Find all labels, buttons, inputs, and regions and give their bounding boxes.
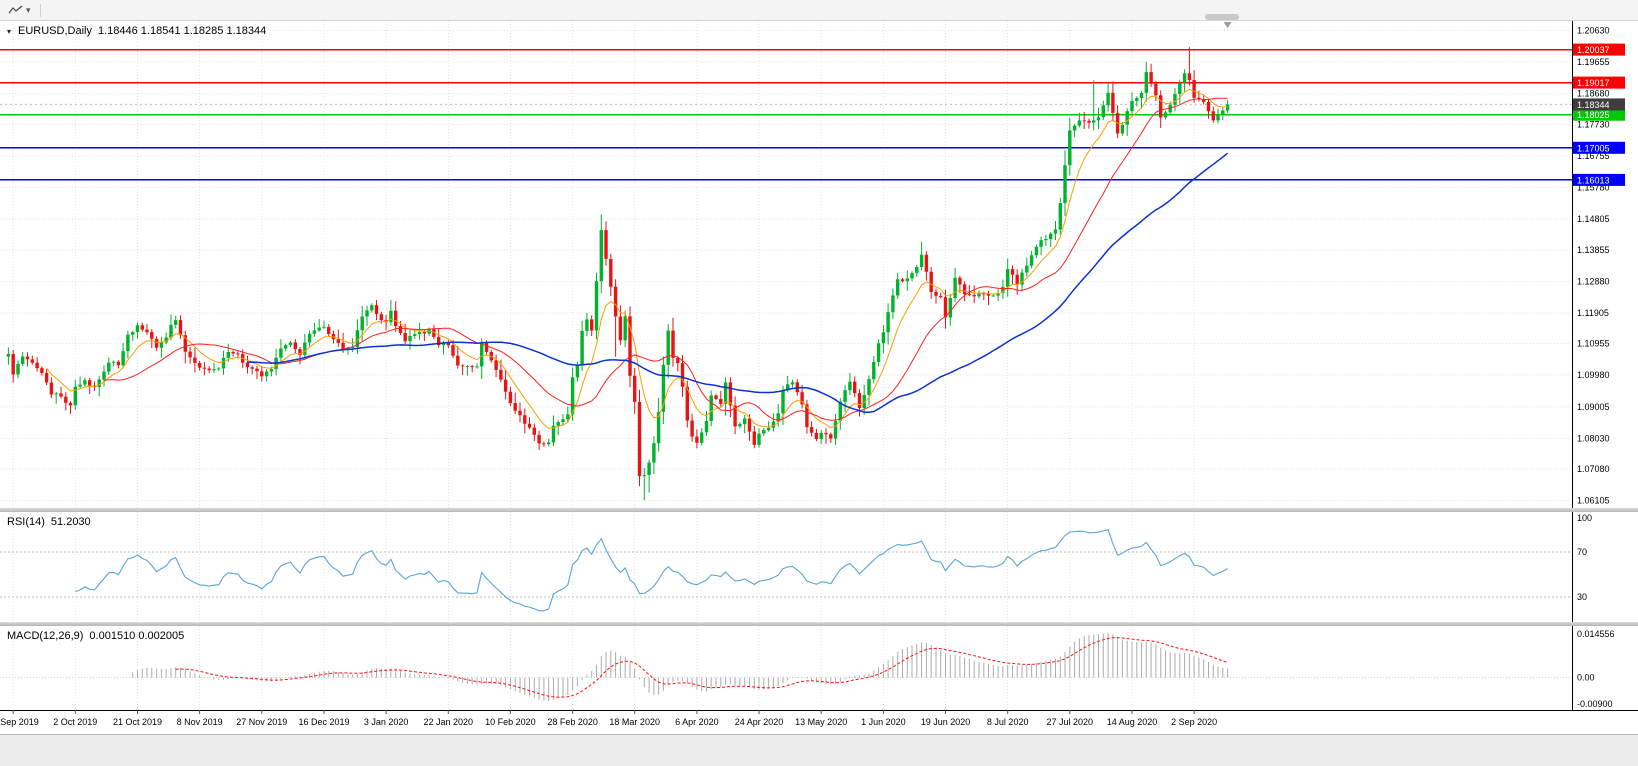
svg-text:10 Feb 2020: 10 Feb 2020 bbox=[485, 717, 536, 727]
svg-text:1.17730: 1.17730 bbox=[1577, 119, 1610, 129]
svg-text:1 Jun 2020: 1 Jun 2020 bbox=[861, 717, 906, 727]
price-chart-canvas[interactable]: 1.20630 1.19655 1.18680 1.17730 1.16755 1.157… bbox=[0, 21, 1638, 508]
svg-text:14 Aug 2020: 14 Aug 2020 bbox=[1107, 717, 1158, 727]
macd-signal-line bbox=[175, 637, 1228, 698]
svg-text:1.17005: 1.17005 bbox=[1577, 143, 1610, 153]
macd-values: 0.001510 0.002005 bbox=[89, 630, 185, 642]
svg-text:0.014556: 0.014556 bbox=[1577, 629, 1615, 639]
svg-text:1.06105: 1.06105 bbox=[1577, 496, 1610, 506]
svg-text:1.14805: 1.14805 bbox=[1577, 214, 1610, 224]
toolbar-scrollbar-thumb[interactable] bbox=[1205, 14, 1239, 20]
horizontal-level-lines[interactable] bbox=[0, 48, 1572, 181]
svg-text:1.09980: 1.09980 bbox=[1577, 370, 1610, 380]
candles-layer bbox=[6, 47, 1230, 501]
date-labels: 13 Sep 2019 2 Oct 2019 21 Oct 2019 8 Nov 20… bbox=[0, 710, 1638, 727]
svg-text:1.11905: 1.11905 bbox=[1577, 308, 1609, 318]
svg-text:6 Apr 2020: 6 Apr 2020 bbox=[675, 717, 719, 727]
grid-layer bbox=[0, 21, 1572, 508]
moving-average-lines bbox=[46, 88, 1229, 429]
macd-indicator-panel[interactable]: 0.014556 0.00 -0.00900 MACD(12,26,9) 0.001… bbox=[0, 626, 1638, 710]
chart-ohlc-values: 1.18446 1.18541 1.18285 1.18344 bbox=[97, 25, 267, 37]
chart-context-icon[interactable]: ▾ bbox=[7, 26, 12, 36]
svg-text:16 Dec 2019: 16 Dec 2019 bbox=[298, 717, 349, 727]
svg-text:1.12880: 1.12880 bbox=[1577, 276, 1610, 286]
svg-text:24 Apr 2020: 24 Apr 2020 bbox=[735, 717, 784, 727]
svg-text:1.16013: 1.16013 bbox=[1577, 175, 1610, 185]
rsi-label: RSI(14) 51.2030 bbox=[7, 516, 91, 528]
svg-text:13 May 2020: 13 May 2020 bbox=[795, 717, 847, 727]
svg-text:1.18025: 1.18025 bbox=[1577, 110, 1610, 120]
svg-text:2 Sep 2020: 2 Sep 2020 bbox=[1171, 717, 1217, 727]
svg-text:70: 70 bbox=[1577, 547, 1587, 557]
svg-text:1.19017: 1.19017 bbox=[1577, 78, 1610, 88]
chart-symbol-label: EURUSD,Daily bbox=[18, 25, 92, 37]
svg-text:1.19655: 1.19655 bbox=[1577, 57, 1610, 67]
time-axis-canvas: 13 Sep 2019 2 Oct 2019 21 Oct 2019 8 Nov 20… bbox=[0, 710, 1638, 727]
macd-layer: 0.014556 0.00 -0.00900 bbox=[0, 626, 1638, 710]
svg-text:-0.00900: -0.00900 bbox=[1577, 699, 1613, 709]
svg-text:28 Feb 2020: 28 Feb 2020 bbox=[547, 717, 598, 727]
svg-text:21 Oct 2019: 21 Oct 2019 bbox=[113, 717, 162, 727]
svg-text:19 Jun 2020: 19 Jun 2020 bbox=[921, 717, 971, 727]
svg-text:27 Nov 2019: 27 Nov 2019 bbox=[236, 717, 287, 727]
svg-text:8 Nov 2019: 8 Nov 2019 bbox=[177, 717, 223, 727]
rsi-line bbox=[75, 529, 1228, 612]
macd-name: MACD(12,26,9) bbox=[7, 630, 84, 642]
chart-title: ▾ EURUSD,Daily 1.18446 1.18541 1.18285 1… bbox=[7, 25, 266, 37]
svg-text:1.08030: 1.08030 bbox=[1577, 433, 1610, 443]
svg-text:27 Jul 2020: 27 Jul 2020 bbox=[1047, 717, 1094, 727]
chart-cursor-icon[interactable]: ▾ bbox=[4, 3, 35, 17]
macd-label: MACD(12,26,9) 0.001510 0.002005 bbox=[7, 630, 184, 642]
svg-text:22 Jan 2020: 22 Jan 2020 bbox=[424, 717, 474, 727]
svg-text:1.15780: 1.15780 bbox=[1577, 182, 1610, 192]
svg-text:1.20037: 1.20037 bbox=[1577, 45, 1610, 55]
rsi-layer: 100 70 30 bbox=[0, 512, 1638, 622]
svg-text:1.13855: 1.13855 bbox=[1577, 245, 1610, 255]
svg-text:1.07080: 1.07080 bbox=[1577, 464, 1610, 474]
toolbar-separator bbox=[39, 3, 41, 17]
rsi-name: RSI(14) bbox=[7, 516, 45, 528]
svg-text:8 Jul 2020: 8 Jul 2020 bbox=[987, 717, 1029, 727]
price-axis[interactable]: 1.20630 1.19655 1.18680 1.17730 1.16755 1.157… bbox=[1572, 21, 1638, 508]
svg-text:3 Jan 2020: 3 Jan 2020 bbox=[364, 717, 409, 727]
panel-divider[interactable] bbox=[0, 622, 1638, 626]
macd-canvas[interactable]: 0.014556 0.00 -0.00900 bbox=[0, 626, 1638, 710]
svg-text:18 Mar 2020: 18 Mar 2020 bbox=[609, 717, 660, 727]
price-chart-panel[interactable]: 1.20630 1.19655 1.18680 1.17730 1.16755 1.157… bbox=[0, 21, 1638, 508]
rsi-canvas[interactable]: 100 70 30 bbox=[0, 512, 1638, 622]
svg-text:2 Oct 2019: 2 Oct 2019 bbox=[53, 717, 97, 727]
chart-tab-bar bbox=[0, 734, 1638, 766]
svg-text:1.10955: 1.10955 bbox=[1577, 339, 1610, 349]
svg-text:1.20630: 1.20630 bbox=[1577, 25, 1610, 35]
svg-text:1.09005: 1.09005 bbox=[1577, 402, 1610, 412]
svg-text:1.16755: 1.16755 bbox=[1577, 151, 1610, 161]
svg-text:1.18680: 1.18680 bbox=[1577, 89, 1610, 99]
svg-text:30: 30 bbox=[1577, 592, 1587, 602]
line-chart-icon bbox=[8, 5, 23, 14]
svg-text:13 Sep 2019: 13 Sep 2019 bbox=[0, 717, 39, 727]
rsi-value: 51.2030 bbox=[50, 516, 91, 528]
chart-shift-marker bbox=[1223, 22, 1232, 28]
svg-text:100: 100 bbox=[1577, 513, 1592, 523]
panel-divider[interactable] bbox=[0, 508, 1638, 512]
dropdown-caret-icon: ▾ bbox=[26, 4, 31, 15]
svg-text:0.00: 0.00 bbox=[1577, 673, 1595, 683]
rsi-indicator-panel[interactable]: 100 70 30 RSI(14) 51.2030 bbox=[0, 512, 1638, 622]
time-axis[interactable]: 13 Sep 2019 2 Oct 2019 21 Oct 2019 8 Nov 20… bbox=[0, 710, 1638, 734]
svg-text:1.18344: 1.18344 bbox=[1577, 100, 1610, 110]
timeframe-toolbar: ▾ bbox=[0, 0, 1638, 21]
